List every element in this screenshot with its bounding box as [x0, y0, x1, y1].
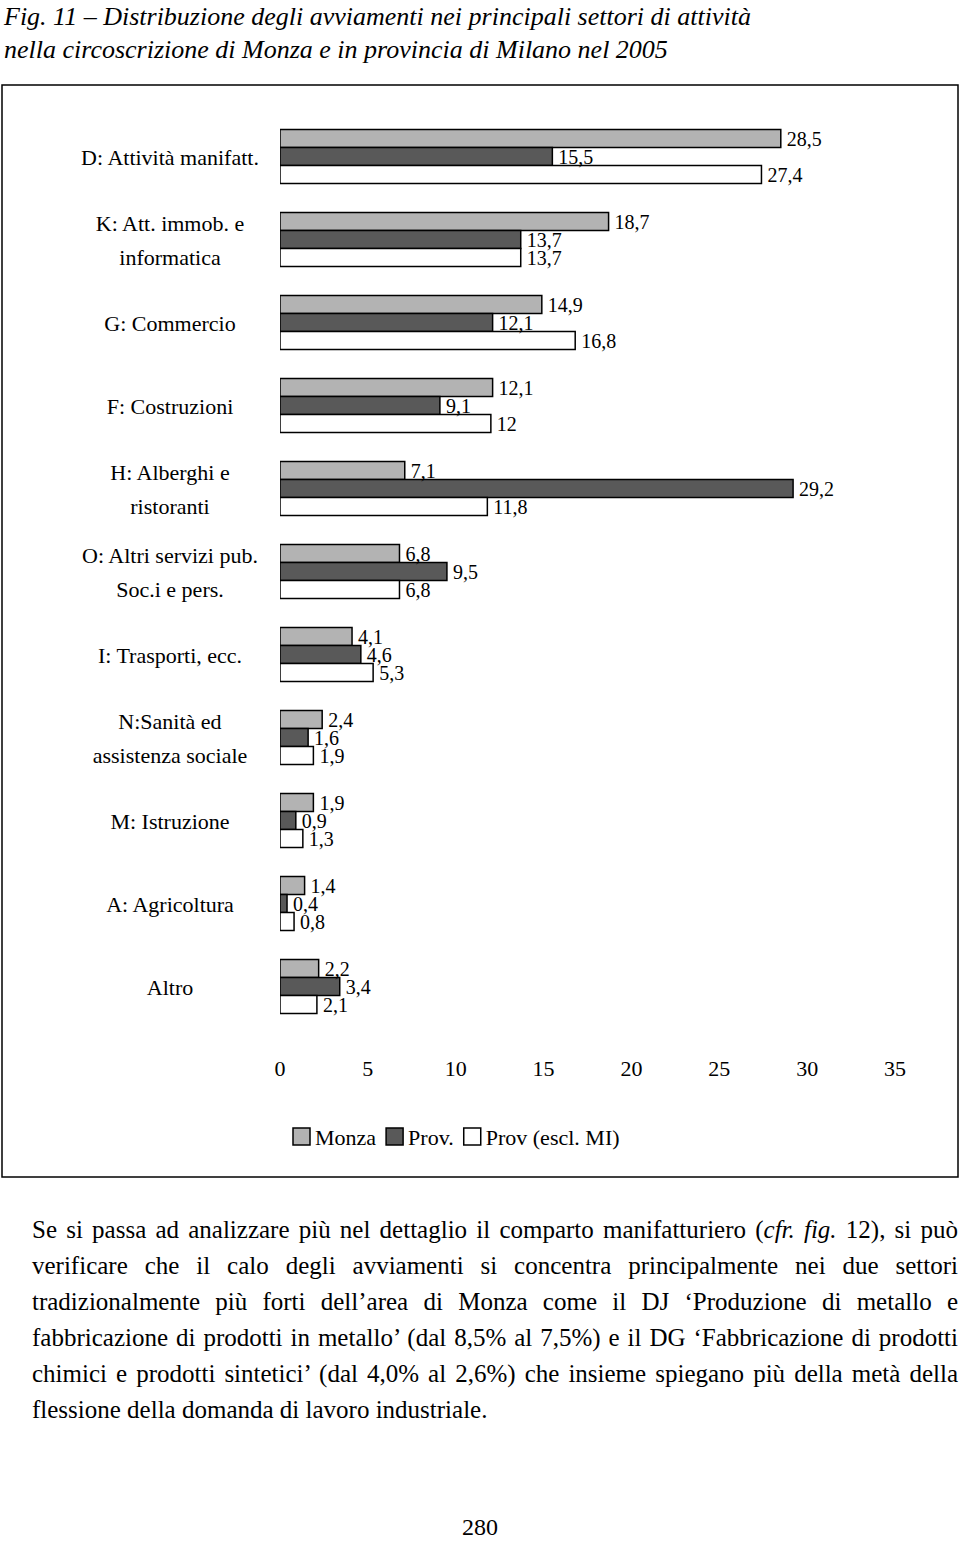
category-label: D: Attività manifatt.: [81, 145, 259, 170]
bar: [280, 646, 361, 664]
data-label: 15,5: [558, 146, 593, 168]
data-label: 6,8: [405, 579, 430, 601]
bar: [280, 830, 303, 848]
bars: [280, 130, 793, 1014]
category-label: F: Costruzioni: [107, 394, 234, 419]
figure-caption: Fig. 11 – Distribuzione degli avviamenti…: [4, 0, 954, 66]
category-label: A: Agricoltura: [106, 892, 234, 917]
data-labels: 28,515,527,418,713,713,714,912,116,812,1…: [293, 128, 834, 1016]
bar: [280, 462, 405, 480]
bar: [280, 498, 487, 516]
category-label: G: Commercio: [104, 311, 235, 336]
bar: [280, 249, 521, 267]
bar: [280, 148, 552, 166]
data-label: 0,8: [300, 911, 325, 933]
page-number: 280: [0, 1514, 960, 1541]
legend-label: Prov (escl. MI): [486, 1125, 620, 1150]
category-label: K: Att. immob. einformatica: [96, 211, 245, 270]
bar: [280, 996, 317, 1014]
tick-label: 15: [533, 1056, 555, 1081]
body-text: Se si passa ad analizzare più nel dettag…: [32, 1212, 958, 1428]
tick-label: 25: [708, 1056, 730, 1081]
category-label: O: Altri servizi pub.Soc.i e pers.: [82, 543, 258, 602]
bar: [280, 960, 319, 978]
category-label: I: Trasporti, ecc.: [98, 643, 242, 668]
bar: [280, 415, 491, 433]
bar: [280, 332, 575, 350]
tick-label: 5: [362, 1056, 373, 1081]
legend-label: Monza: [315, 1125, 376, 1150]
data-label: 27,4: [767, 164, 802, 186]
bar: [280, 397, 440, 415]
data-label: 1,3: [309, 828, 334, 850]
data-label: 9,1: [446, 395, 471, 417]
legend-swatch: [386, 1128, 403, 1145]
tick-label: 35: [884, 1056, 906, 1081]
bar: [280, 729, 308, 747]
data-label: 9,5: [453, 561, 478, 583]
bar: [280, 812, 296, 830]
data-label: 16,8: [581, 330, 616, 352]
data-label: 11,8: [493, 496, 527, 518]
data-label: 18,7: [615, 211, 650, 233]
legend: Monza Prov. Prov (escl. MI): [293, 1125, 620, 1150]
text-run: 12), si può verificare che il calo degli…: [32, 1216, 958, 1423]
data-label: 28,5: [787, 128, 822, 150]
data-label: 5,3: [379, 662, 404, 684]
data-label: 2,1: [323, 994, 348, 1016]
data-label: 6,8: [405, 543, 430, 565]
data-label: 12,1: [499, 312, 534, 334]
bar: [280, 664, 373, 682]
bar: [280, 895, 287, 913]
bar: [280, 314, 493, 332]
data-label: 29,2: [799, 478, 834, 500]
legend-swatch: [464, 1128, 481, 1145]
tick-label: 10: [445, 1056, 467, 1081]
bar: [280, 166, 761, 184]
category-label: M: Istruzione: [110, 809, 229, 834]
frame: [2, 85, 958, 1177]
data-label: 1,9: [319, 745, 344, 767]
legend-swatch: [293, 1128, 310, 1145]
bar: [280, 581, 399, 599]
data-label: 7,1: [411, 460, 436, 482]
data-label: 14,9: [548, 294, 583, 316]
bar: [280, 913, 294, 931]
tick-label: 20: [620, 1056, 642, 1081]
data-label: 12,1: [499, 377, 534, 399]
bar: [280, 231, 521, 249]
data-label: 3,4: [346, 976, 371, 998]
bar: [280, 480, 793, 498]
legend-label: Prov.: [408, 1125, 454, 1150]
x-axis: 0 5 10 15 20 25 30 35: [275, 1056, 907, 1081]
data-label: 13,7: [527, 247, 562, 269]
data-label: 12: [497, 413, 517, 435]
bar: [280, 545, 399, 563]
tick-label: 30: [796, 1056, 818, 1081]
text-run: Se si passa ad analizzare più nel dettag…: [32, 1216, 764, 1243]
category-label: H: Alberghi eristoranti: [110, 460, 229, 519]
tick-label: 0: [275, 1056, 286, 1081]
category-label: N:Sanità edassistenza sociale: [93, 709, 248, 768]
bar: [280, 747, 313, 765]
bar: [280, 628, 352, 646]
category-labels: D: Attività manifatt. K: Att. immob. einf…: [81, 145, 259, 1000]
text-run: cfr. fig.: [764, 1216, 837, 1243]
bar: [280, 130, 781, 148]
category-label: Altro: [147, 975, 193, 1000]
